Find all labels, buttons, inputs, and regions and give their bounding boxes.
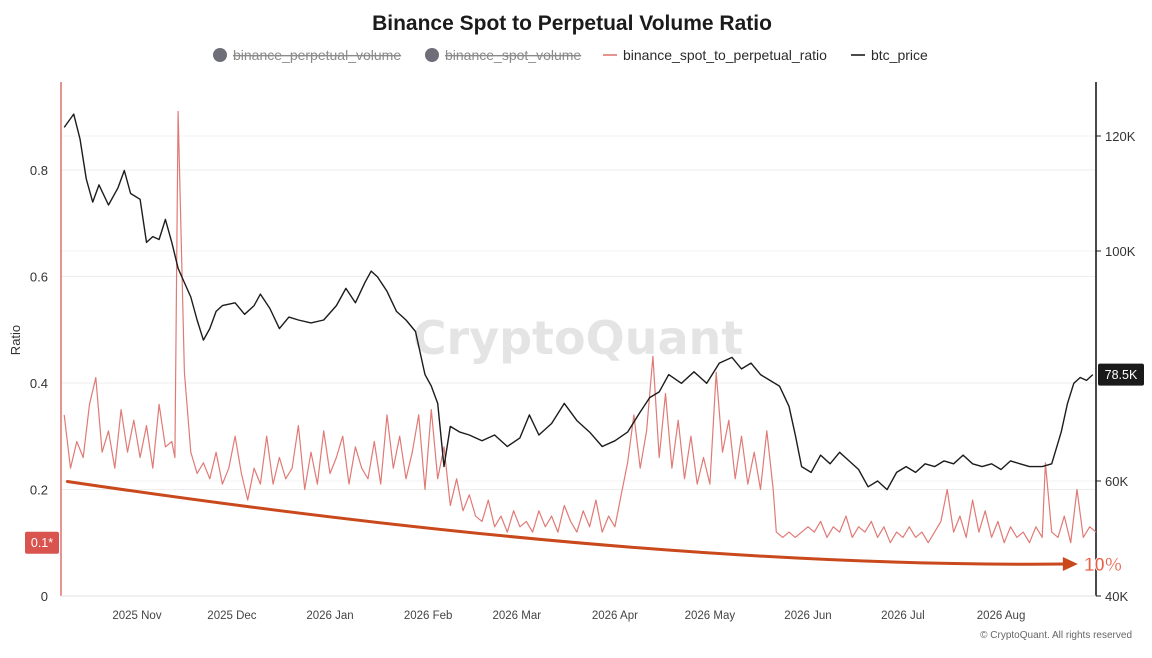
y-axis-label: Ratio (8, 325, 23, 355)
left-value-badge (25, 531, 59, 554)
trend-arrow-label: 10% (1084, 555, 1122, 576)
y-left-tick-label: 0.8 (30, 163, 48, 178)
y-right-tick-label: 40K (1105, 589, 1128, 604)
y-left-tick-label: 0.6 (30, 269, 48, 284)
x-tick-label: 2026 Apr (592, 610, 638, 622)
x-tick-label: 2026 Feb (404, 610, 453, 622)
x-tick-label: 2026 Jul (881, 610, 924, 622)
watermark: CryptoQuant (413, 311, 744, 365)
x-tick-label: 2025 Dec (207, 610, 256, 622)
y-left-tick-label: 0.4 (30, 376, 48, 391)
legend-label-binance_spot_to_perpetual_ratio: binance_spot_to_perpetual_ratio (623, 47, 827, 63)
y-right-tick-label: 120K (1105, 129, 1136, 144)
trend-arrow-head (1062, 557, 1078, 572)
x-tick-label: 2025 Nov (112, 610, 161, 622)
legend: binance_perpetual_volume binance_spot_vol… (213, 47, 928, 63)
y-left-tick-label: 0.2 (30, 482, 48, 497)
legend-marker-binance_spot_volume (425, 48, 439, 62)
y-right-tick-label: 100K (1105, 244, 1136, 259)
legend-label-binance_spot_volume: binance_spot_volume (445, 47, 581, 63)
left-value-badge-text: 0.1* (31, 536, 53, 550)
axes: 0 0.2 0.4 0.6 0.8 40K 60K 100K 120K 2025 Nov 2025 … (30, 82, 1136, 622)
right-value-badge (1098, 363, 1144, 386)
trend-arrow-line (65, 479, 1068, 566)
right-value-badge-text: 78.5K (1105, 368, 1138, 382)
legend-marker-binance_perpetual_volume (213, 48, 227, 62)
annotations-layer: 10% 0.1* 78.5K (25, 363, 1144, 576)
y-left-tick-label: 0 (41, 589, 48, 604)
series-layer (63, 110, 1097, 544)
chart-title: Binance Spot to Perpetual Volume Ratio (372, 12, 772, 35)
y-right-tick-label: 60K (1105, 474, 1128, 489)
copyright-text: © CryptoQuant. All rights reserved (980, 630, 1132, 641)
x-tick-label: 2026 Jan (306, 610, 353, 622)
x-tick-label: 2026 Jun (784, 610, 831, 622)
x-tick-label: 2026 May (685, 610, 736, 622)
x-tick-label: 2026 Aug (977, 610, 1026, 622)
series-line-btc_price (63, 113, 1094, 491)
x-tick-label: 2026 Mar (492, 610, 541, 622)
legend-label-btc_price: btc_price (871, 47, 928, 63)
series-line-binance_spot_to_perpetual_ratio (63, 110, 1097, 544)
legend-label-binance_perpetual_volume: binance_perpetual_volume (233, 47, 401, 63)
